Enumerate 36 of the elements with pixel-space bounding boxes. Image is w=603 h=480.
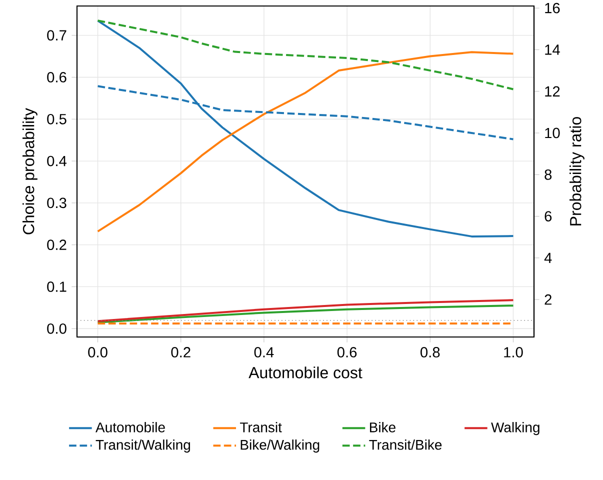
legend-label: Transit — [240, 422, 282, 432]
y2-tick-label: 6 — [544, 211, 552, 222]
line-series — [96, 51, 514, 232]
line-series — [96, 299, 514, 322]
line-series — [96, 20, 514, 238]
x-tick-label: 0.2 — [171, 347, 190, 358]
x-axis-title: Automobile cost — [248, 366, 362, 378]
y2-tick-label: 2 — [544, 294, 552, 305]
y-tick-label: 0.1 — [47, 282, 66, 292]
x-tick-label: 0.4 — [254, 347, 274, 358]
y2-tick-label: 14 — [545, 44, 560, 55]
y2-tick-label: 16 — [545, 2, 560, 14]
y-tick-label: 0.7 — [47, 30, 66, 41]
y-tick-label: 0.2 — [47, 240, 66, 250]
x-tick-label: 0.8 — [420, 347, 440, 358]
y-axis-title: Choice probability — [22, 108, 38, 234]
y-tick-label: 0.4 — [47, 156, 67, 166]
y2-tick-label: 10 — [545, 128, 560, 138]
y2-tick-label: 12 — [545, 86, 560, 96]
y-tick-label: 0.0 — [47, 323, 66, 334]
legend-label: Walking — [491, 422, 540, 436]
y-tick-label: 0.5 — [47, 114, 66, 124]
legend-label: Transit/Walking — [96, 440, 190, 453]
y2-tick-label: 8 — [544, 169, 552, 180]
line-series — [96, 304, 514, 324]
x-tick-label: 1.0 — [504, 347, 523, 358]
legend-label: Automobile — [96, 422, 165, 432]
y-tick-label: 0.6 — [47, 72, 66, 82]
y2-tick-label: 4 — [544, 252, 552, 263]
y2-axis-title: Probability ratio — [570, 117, 584, 226]
legend-label: Transit/Bike — [369, 440, 442, 450]
legend-label: Bike/Walking — [240, 440, 320, 453]
y-tick-label: 0.3 — [47, 198, 66, 208]
legend-label: Bike — [370, 422, 396, 432]
x-tick-label: 0.0 — [88, 347, 108, 358]
x-tick-label: 0.6 — [337, 347, 357, 358]
